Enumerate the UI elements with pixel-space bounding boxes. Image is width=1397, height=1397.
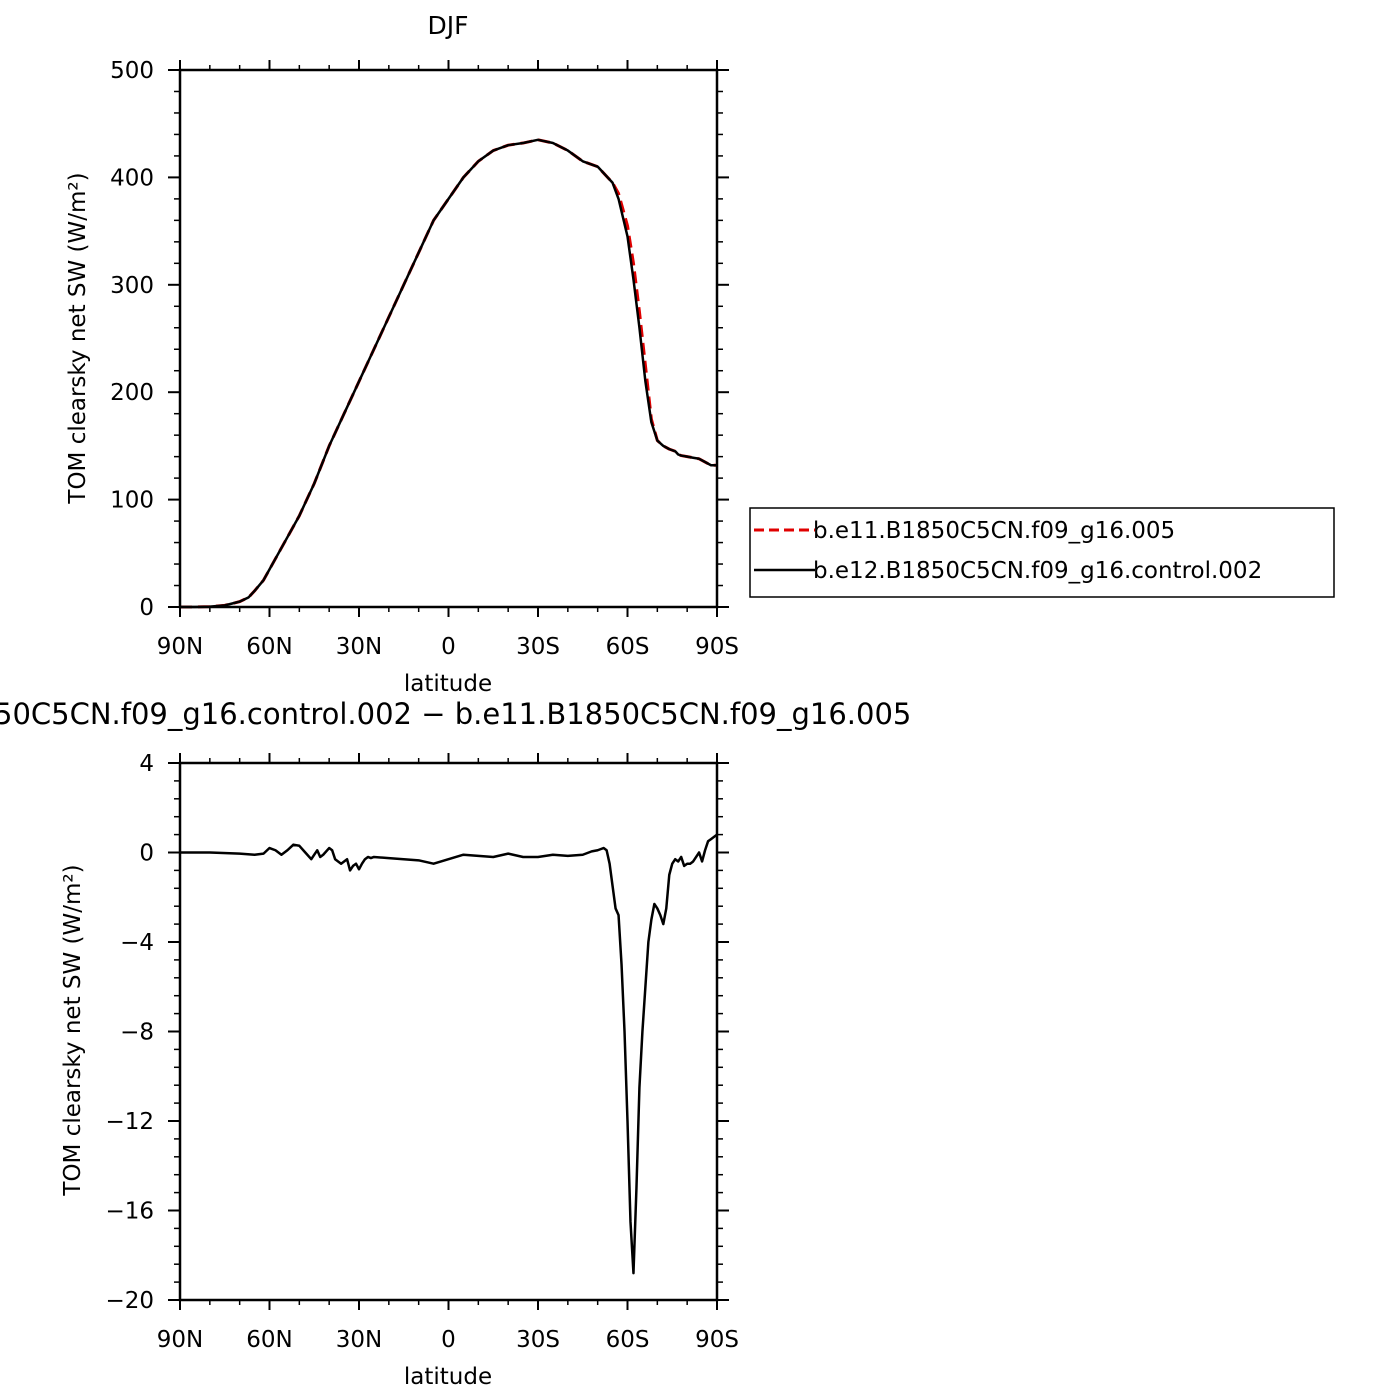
- x-tick-label-0-2: 30N: [336, 634, 382, 660]
- top-y-axis-title: TOM clearsky net SW (W/m²): [65, 172, 91, 504]
- series-line-0-0: [180, 138, 717, 609]
- x-tick-label-0-3: 0: [441, 634, 456, 660]
- series-line-0-1: [180, 138, 717, 609]
- x-tick-label-1-5: 60S: [606, 1327, 650, 1353]
- y-tick-label-1-6: −20: [105, 1288, 154, 1314]
- x-tick-label-0-6: 90S: [695, 634, 739, 660]
- series-line-1-0: [180, 833, 718, 1275]
- x-tick-label-1-3: 0: [441, 1327, 456, 1353]
- x-tick-label-0-4: 30S: [516, 634, 560, 660]
- y-tick-label-1-4: −12: [105, 1109, 154, 1135]
- x-tick-label-0-5: 60S: [606, 634, 650, 660]
- x-tick-label-1-4: 30S: [516, 1327, 560, 1353]
- x-tick-label-1-6: 90S: [695, 1327, 739, 1353]
- top-ticks: 90N 60N 30N 0 30S 60S 90S 0 100 200 300 400 500: [110, 58, 739, 660]
- bottom-y-axis-title: TOM clearsky net SW (W/m²): [60, 864, 86, 1196]
- top-plot-frame: [178, 68, 719, 609]
- bottom-plot-lines: [180, 833, 718, 1275]
- x-tick-label-0-1: 60N: [246, 634, 292, 660]
- legend-box: [749, 507, 1335, 598]
- y-tick-label-1-5: −16: [105, 1199, 154, 1225]
- bottom-ticks: 90N 60N 30N 0 30S 60S 90S 4 0 −4 −8 −12 −16 −20: [105, 751, 738, 1353]
- y-tick-label-1-2: −4: [120, 930, 154, 956]
- x-tick-label-1-0: 90N: [157, 1327, 203, 1353]
- legend-item-red: b.e11.B1850C5CN.f09_g16.005: [813, 518, 1175, 544]
- y-tick-label-1-3: −8: [120, 1020, 154, 1046]
- y-tick-label-0-5: 500: [110, 58, 154, 84]
- bottom-chart-title: 50C5CN.f09_g16.control.002 − b.e11.B1850…: [0, 697, 911, 731]
- legend-item-black: b.e12.B1850C5CN.f09_g16.control.002: [813, 558, 1262, 584]
- legend: b.e11.B1850C5CN.f09_g16.005 b.e12.B1850C…: [749, 507, 1335, 598]
- y-tick-label-1-0: 4: [139, 751, 154, 777]
- x-tick-label-1-2: 30N: [336, 1327, 382, 1353]
- bottom-chart: 50C5CN.f09_g16.control.002 − b.e11.B1850…: [0, 697, 911, 1390]
- y-tick-label-0-4: 400: [110, 165, 154, 191]
- y-tick-label-0-1: 100: [110, 488, 154, 514]
- bottom-x-axis-title: latitude: [404, 1364, 492, 1390]
- x-tick-label-0-0: 90N: [157, 634, 203, 660]
- y-tick-label-0-0: 0: [139, 595, 154, 621]
- x-tick-label-1-1: 60N: [246, 1327, 292, 1353]
- y-tick-label-0-2: 200: [110, 380, 154, 406]
- top-chart: DJF 90N 60N 30N 0 30S 60S 90S0100200300400500 …: [65, 11, 739, 697]
- top-chart-title: DJF: [427, 11, 468, 40]
- top-x-axis-title: latitude: [404, 671, 492, 697]
- y-tick-label-1-1: 0: [139, 841, 154, 867]
- top-plot-lines: [180, 138, 717, 609]
- y-tick-label-0-3: 300: [110, 273, 154, 299]
